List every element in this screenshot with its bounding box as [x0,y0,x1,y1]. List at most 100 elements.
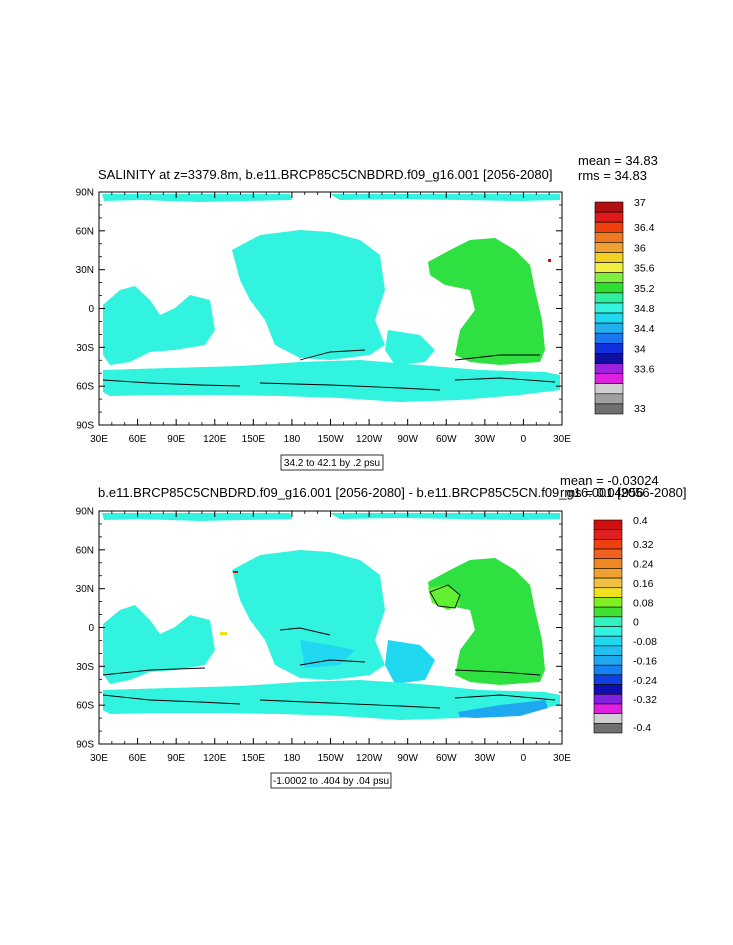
panel-1-lon-label: 90W [397,434,418,445]
panel-1-colorbar-box [594,221,624,233]
panel-2-colorbar-box [593,539,623,550]
panel-2-rms: rms = 0.04956 [560,485,643,500]
panel-1-colorbar-box [594,302,624,314]
panel-2-lon-label: 120W [356,753,383,764]
panel-1-colorbar-label: 35.6 [634,263,655,275]
panel-1-colorbar-box [594,353,624,364]
panel-1-lon-label: 60W [436,434,457,445]
panel-1-colorbar-label: 33 [634,403,646,415]
panel-2-lon-label: 90E [167,753,185,764]
panel-1-arctic-ocean [102,194,292,202]
panel-2-colorbar-box [593,645,623,656]
panel-1-colorbar-box [594,393,624,405]
panel-2-south-america-east [385,640,435,684]
panel-2-lon-label: 120E [203,753,227,764]
panel-2-colorbar-label: -0.24 [633,675,657,687]
panel-1-colorbar: 37 36.4 36 35.6 35.2 34.8 34.4 34 33.6 33 [594,197,655,415]
panel-2-colorbar-box [593,548,623,560]
panel-2-colorbar-box [593,684,623,695]
panel-2-colorbar-box [593,568,623,579]
panel-2-indian-ocean [103,605,215,684]
panel-2-lat-label: 90N [76,507,94,518]
panel-2-contour-mid [102,627,541,676]
panel-2-colorbar-box [593,723,623,734]
panel-1-lon-label: 150E [242,434,266,445]
panel-1-axes: 30E 60E 90E 120E 150E 180 150W 120W 90W 60W 30W 0 30… [76,188,572,446]
panel-1-mean: mean = 34.83 [578,153,658,168]
panel-1-south-pacific [270,320,320,352]
panel-1-colorbar-box [594,363,624,374]
panel-2-lon-label: 0 [521,753,527,764]
panel-2-lon-label: 150E [242,753,266,764]
panel-difference: b.e11.BRCP85C5CNBDRD.f09_g16.001 [2056-2… [76,473,687,789]
panel-1-lon-label: 180 [284,434,301,445]
panel-1-arctic-ocean-east [330,194,560,201]
panel-1-lat-label: 90N [76,188,94,199]
panel-1-lon-label: 30E [90,434,108,445]
panel-2-colorbar-box [593,693,623,705]
panel-2-lon-label: 90W [397,753,418,764]
panel-1-lon-label: 0 [521,434,527,445]
panel-1-colorbar-box [594,343,624,354]
panel-2-colorbar-box [593,674,623,685]
panel-1-contour-mid [299,349,540,361]
panel-2-colorbar-box [593,597,623,608]
panel-1-colorbar-box [594,272,624,284]
panel-1-colorbar-label: 34.4 [634,323,655,335]
panel-2-colorbar-label: 0.32 [633,539,654,551]
panel-2-atlantic-ocean [428,558,545,685]
panel-1-colorbar-box [594,292,624,304]
panel-1-lon-label: 90E [167,434,185,445]
panel-2-mean: mean = -0.03024 [560,473,659,488]
panel-1-lat-label: 60N [76,226,94,237]
panel-1-contour-info-box: 34.2 to 42.1 by .2 psu [280,454,384,471]
panel-1-colorbar-box [594,373,624,385]
panel-2-lat-label: 90S [76,740,94,751]
panel-1-colorbar-box [594,383,624,395]
panel-1-colorbar-box [594,262,624,273]
panel-2-contour-info-box: -1.0002 to .404 by .04 psu [270,772,392,789]
panel-salinity: SALINITY at z=3379.8m, b.e11.BRCP85C5CNB… [76,153,658,471]
panel-1-pacific-ocean [232,230,385,360]
panel-2-colorbar-label: -0.08 [633,636,657,648]
panel-2-colorbar-label: -0.32 [633,694,657,706]
panel-2-lon-label: 30E [90,753,108,764]
panel-1-info-frame [280,454,384,471]
panel-1-contour-info: 34.2 to 42.1 by .2 psu [284,458,380,469]
panel-2-colorbar-box [593,606,623,618]
panel-1-lon-label: 30E [553,434,571,445]
panel-1-colorbar-box [594,211,624,223]
panel-1-lon-label: 30W [475,434,496,445]
panel-1-colorbar-box [594,312,624,324]
panel-1-lat-label: 30N [76,265,94,276]
panel-2-colorbar-box [593,664,623,676]
panel-2-lat-label: 0 [88,623,94,634]
panel-2-lon-label: 30W [475,753,496,764]
panel-2-colorbar-box [593,655,623,666]
panel-1-colorbar-label: 33.6 [634,364,655,376]
panel-1-indian-ocean [103,286,215,365]
panel-2-lon-label: 60W [436,753,457,764]
panel-2-arctic-ocean-east [330,513,560,520]
panel-2-colorbar-box [593,587,623,598]
panel-2-southern-ocean [103,680,560,720]
panel-1-colorbar-label: 37 [634,197,646,209]
panel-1-colorbar-label: 36.4 [634,222,655,234]
panel-1-lon-label: 60E [129,434,147,445]
panel-1-colorbar-box [594,403,624,415]
panel-2-red-patch [233,571,238,573]
panel-2-pacific-ocean [232,550,385,680]
panel-2-colorbar-label: 0.4 [633,515,648,527]
panel-2-lon-label: 180 [284,753,301,764]
panel-1-colorbar-box [594,252,624,263]
panel-2-lat-label: 30S [76,662,94,673]
panel-1-colorbar-box [594,231,624,243]
panel-2-colorbar-box [593,713,623,724]
panel-1-title: SALINITY at z=3379.8m, b.e11.BRCP85C5CNB… [98,167,552,182]
panel-1-lon-label: 120E [203,434,227,445]
panel-2-axes: 30E 60E 90E 120E 150E 180 150W 120W 90W 60W 30W 0 30… [76,507,572,765]
panel-1-atlantic-ocean [428,238,545,365]
panel-1-colorbar-label: 34.8 [634,303,655,315]
panel-2-colorbar-box [593,635,623,647]
